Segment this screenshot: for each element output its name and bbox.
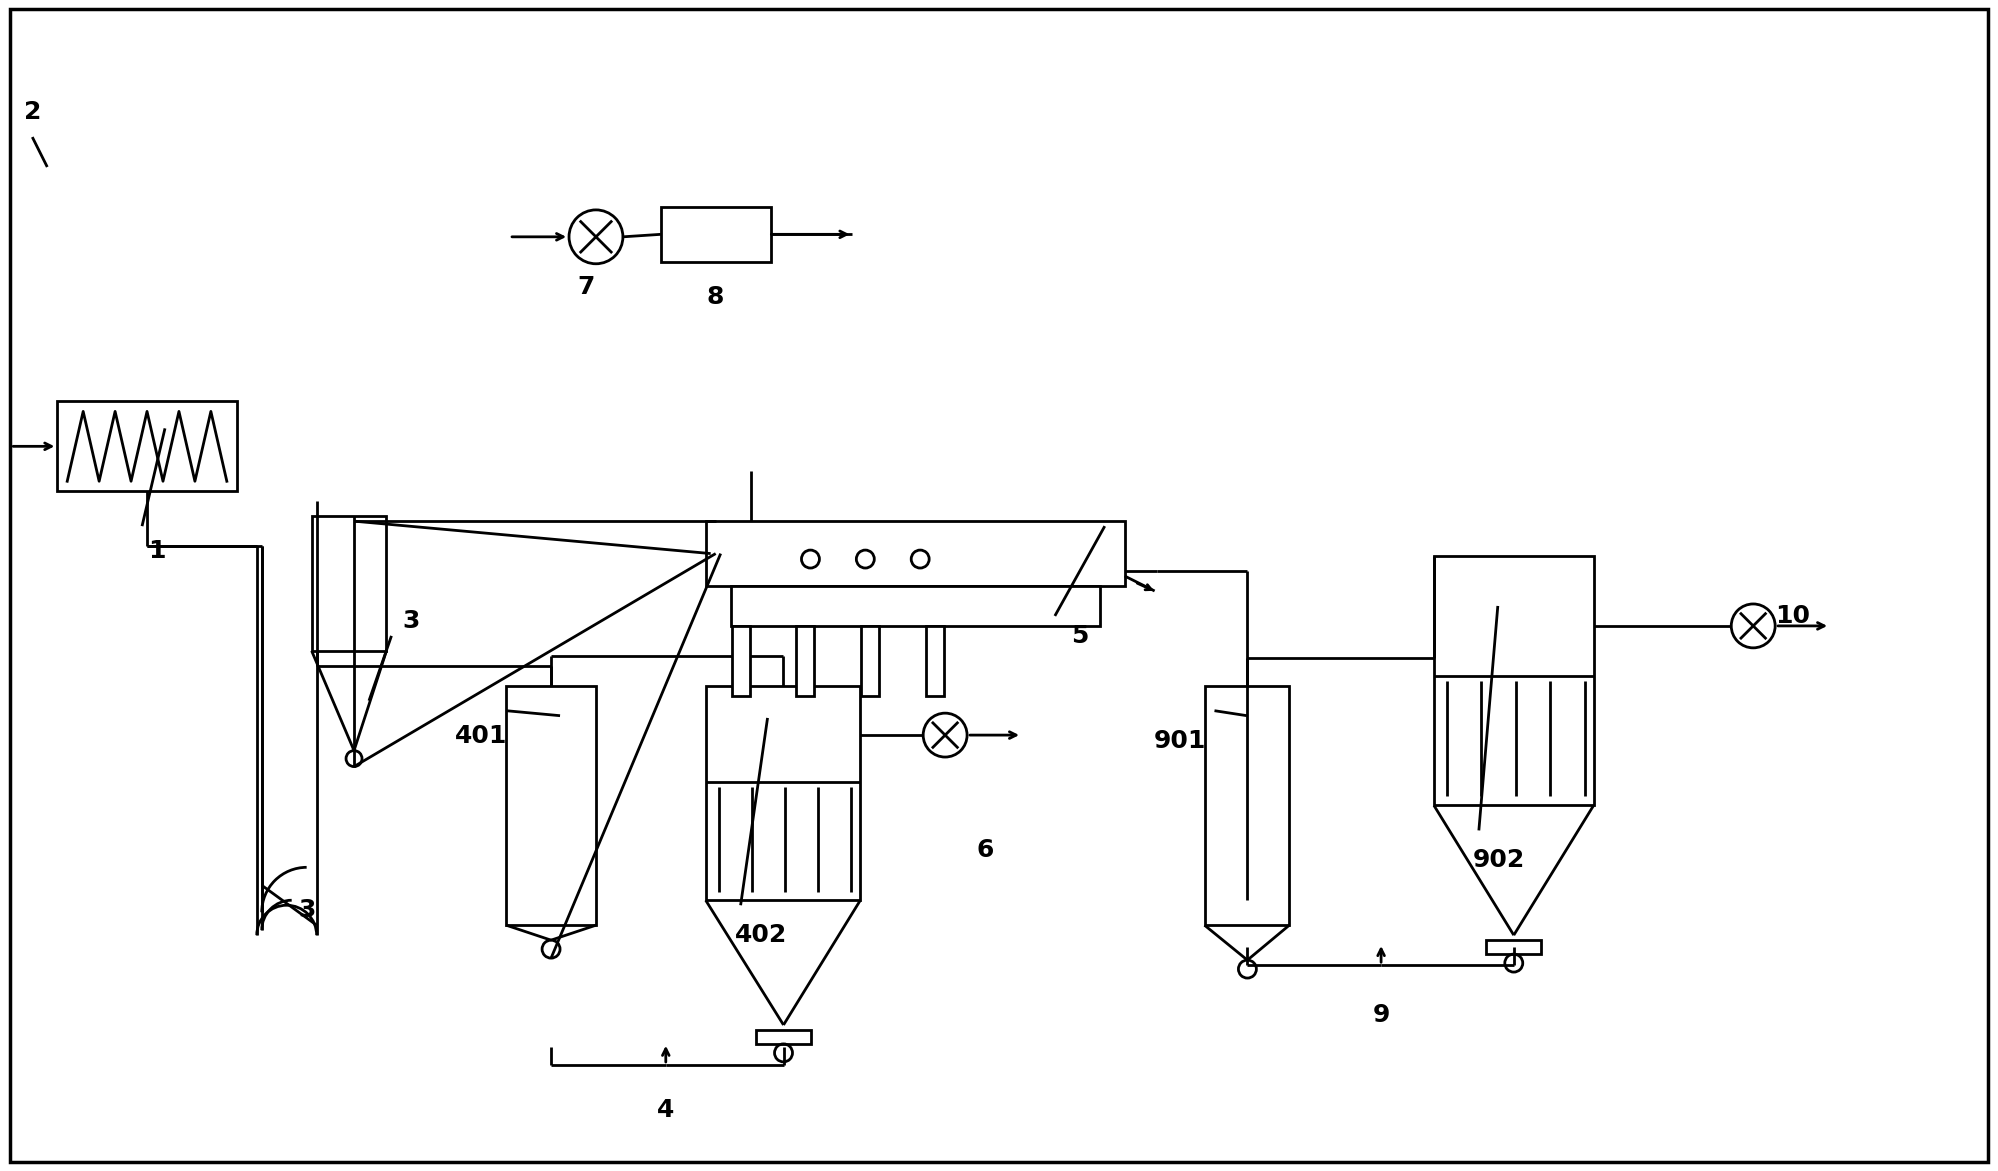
Bar <box>505 686 595 925</box>
Text: 9: 9 <box>1373 1004 1391 1027</box>
Bar <box>705 521 1125 586</box>
Text: 4: 4 <box>657 1097 675 1122</box>
Bar <box>312 516 386 651</box>
Bar <box>797 626 815 696</box>
Bar <box>1487 940 1540 954</box>
Bar <box>1435 556 1594 806</box>
Bar <box>927 626 945 696</box>
Text: 10: 10 <box>1776 604 1810 628</box>
Bar <box>1205 686 1289 925</box>
Bar <box>705 686 861 900</box>
Text: 6: 6 <box>977 838 993 862</box>
Bar <box>661 207 771 262</box>
Bar <box>755 1030 811 1043</box>
Bar <box>861 626 879 696</box>
Text: 2: 2 <box>24 101 42 124</box>
Text: 3: 3 <box>298 898 316 923</box>
Text: 5: 5 <box>1071 624 1089 648</box>
Text: 7: 7 <box>577 275 595 299</box>
Text: 3: 3 <box>404 609 420 632</box>
Text: 401: 401 <box>456 724 507 747</box>
Bar <box>58 402 238 491</box>
Text: 902: 902 <box>1473 848 1524 872</box>
Text: 402: 402 <box>735 923 787 947</box>
Text: 8: 8 <box>707 285 725 309</box>
Bar <box>731 586 1099 626</box>
Text: 1: 1 <box>148 539 166 563</box>
Text: 901: 901 <box>1153 728 1205 753</box>
Bar <box>731 626 749 696</box>
